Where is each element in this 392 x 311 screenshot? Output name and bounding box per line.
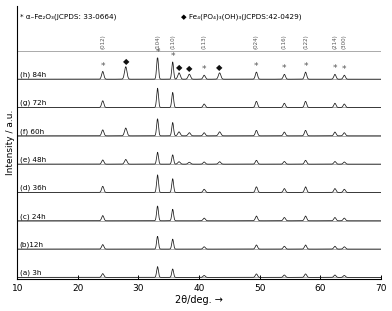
Text: (300): (300) bbox=[342, 34, 347, 49]
Text: *: * bbox=[254, 62, 259, 71]
Text: ◆ Fe₄(PO₄)₃(OH)₃(JCPDS:42-0429): ◆ Fe₄(PO₄)₃(OH)₃(JCPDS:42-0429) bbox=[181, 13, 301, 20]
Text: (e) 48h: (e) 48h bbox=[20, 156, 46, 163]
Text: (g) 72h: (g) 72h bbox=[20, 100, 46, 106]
Text: (214): (214) bbox=[332, 34, 338, 49]
Text: (h) 84h: (h) 84h bbox=[20, 72, 46, 78]
Text: * α–Fe₂O₃(JCPDS: 33-0664): * α–Fe₂O₃(JCPDS: 33-0664) bbox=[20, 13, 117, 20]
Text: (113): (113) bbox=[201, 34, 207, 49]
Text: *: * bbox=[333, 64, 337, 73]
Text: (c) 24h: (c) 24h bbox=[20, 213, 45, 220]
Text: *: * bbox=[303, 62, 308, 71]
Text: (104): (104) bbox=[155, 34, 160, 49]
Text: (a) 3h: (a) 3h bbox=[20, 270, 41, 276]
Text: (116): (116) bbox=[282, 34, 287, 49]
Text: *: * bbox=[155, 48, 160, 57]
Text: ◆: ◆ bbox=[176, 63, 182, 72]
X-axis label: 2θ/deg. →: 2θ/deg. → bbox=[175, 295, 223, 305]
Text: (d) 36h: (d) 36h bbox=[20, 185, 46, 191]
Text: (122): (122) bbox=[303, 34, 308, 49]
Text: *: * bbox=[202, 65, 207, 74]
Text: ◆: ◆ bbox=[216, 63, 223, 72]
Text: (024): (024) bbox=[254, 34, 259, 49]
Text: (f) 60h: (f) 60h bbox=[20, 128, 44, 135]
Text: (110): (110) bbox=[170, 34, 175, 49]
Text: (b)12h: (b)12h bbox=[20, 241, 44, 248]
Text: *: * bbox=[100, 62, 105, 71]
Text: *: * bbox=[282, 64, 287, 73]
Text: *: * bbox=[342, 65, 347, 74]
Text: ◆: ◆ bbox=[186, 64, 192, 73]
Text: *: * bbox=[171, 52, 175, 61]
Text: ◆: ◆ bbox=[122, 57, 129, 66]
Text: (012): (012) bbox=[100, 34, 105, 49]
Y-axis label: Intensity / a.u.: Intensity / a.u. bbox=[5, 109, 15, 175]
